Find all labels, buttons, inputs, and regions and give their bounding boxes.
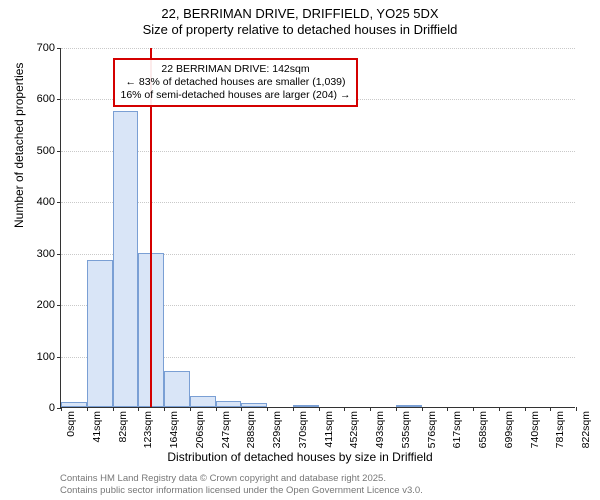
- y-tick-label: 0: [49, 402, 61, 414]
- y-axis-label: Number of detached properties: [12, 63, 26, 228]
- x-tick-label: 535sqm: [400, 411, 412, 448]
- footer-line2: Contains public sector information licen…: [60, 485, 423, 496]
- y-tick-label: 200: [37, 299, 61, 311]
- plot-inner: 01002003004005006007000sqm41sqm82sqm123s…: [60, 48, 575, 408]
- x-tick-label: 82sqm: [117, 411, 129, 443]
- annotation-line1: 22 BERRIMAN DRIVE: 142sqm: [121, 63, 351, 76]
- annotation-line2: ← 83% of detached houses are smaller (1,…: [121, 76, 351, 89]
- x-tick-mark: [344, 407, 345, 411]
- histogram-bar: [216, 401, 242, 407]
- x-tick-label: 164sqm: [168, 411, 180, 448]
- x-tick-label: 617sqm: [451, 411, 463, 448]
- x-tick-mark: [447, 407, 448, 411]
- footer-attribution: Contains HM Land Registry data © Crown c…: [60, 473, 423, 496]
- histogram-bar: [293, 405, 319, 407]
- x-tick-label: 123sqm: [142, 411, 154, 448]
- x-tick-label: 247sqm: [220, 411, 232, 448]
- y-tick-label: 300: [37, 248, 61, 260]
- x-tick-label: 781sqm: [554, 411, 566, 448]
- x-tick-mark: [370, 407, 371, 411]
- y-tick-label: 400: [37, 196, 61, 208]
- x-tick-label: 452sqm: [348, 411, 360, 448]
- x-tick-mark: [190, 407, 191, 411]
- chart-title-block: 22, BERRIMAN DRIVE, DRIFFIELD, YO25 5DX …: [0, 0, 600, 37]
- histogram-bar: [164, 371, 190, 407]
- x-tick-mark: [525, 407, 526, 411]
- x-tick-label: 206sqm: [194, 411, 206, 448]
- x-tick-mark: [267, 407, 268, 411]
- x-tick-label: 658sqm: [477, 411, 489, 448]
- x-tick-mark: [61, 407, 62, 411]
- plot-area: 01002003004005006007000sqm41sqm82sqm123s…: [60, 48, 575, 408]
- x-tick-mark: [241, 407, 242, 411]
- x-tick-mark: [576, 407, 577, 411]
- x-tick-label: 699sqm: [503, 411, 515, 448]
- gridline-h: [61, 48, 575, 49]
- x-tick-label: 740sqm: [529, 411, 541, 448]
- x-tick-mark: [396, 407, 397, 411]
- x-tick-mark: [550, 407, 551, 411]
- histogram-bar: [87, 260, 113, 407]
- x-tick-label: 329sqm: [271, 411, 283, 448]
- x-tick-label: 288sqm: [245, 411, 257, 448]
- chart-title-line1: 22, BERRIMAN DRIVE, DRIFFIELD, YO25 5DX: [0, 6, 600, 21]
- x-tick-label: 576sqm: [426, 411, 438, 448]
- x-tick-label: 411sqm: [323, 411, 335, 448]
- x-tick-label: 41sqm: [91, 411, 103, 443]
- x-tick-mark: [293, 407, 294, 411]
- x-tick-mark: [473, 407, 474, 411]
- histogram-bar: [241, 403, 267, 407]
- y-tick-label: 500: [37, 145, 61, 157]
- x-tick-mark: [319, 407, 320, 411]
- histogram-bar: [113, 111, 139, 407]
- x-tick-mark: [164, 407, 165, 411]
- x-axis-label: Distribution of detached houses by size …: [0, 450, 600, 464]
- x-tick-mark: [87, 407, 88, 411]
- histogram-bar: [61, 402, 87, 407]
- histogram-bar: [190, 396, 216, 407]
- y-tick-label: 700: [37, 42, 61, 54]
- x-tick-mark: [499, 407, 500, 411]
- x-tick-label: 370sqm: [297, 411, 309, 448]
- x-tick-label: 822sqm: [580, 411, 592, 448]
- annotation-box: 22 BERRIMAN DRIVE: 142sqm← 83% of detach…: [113, 58, 359, 107]
- x-tick-label: 493sqm: [374, 411, 386, 448]
- x-tick-mark: [422, 407, 423, 411]
- chart-title-line2: Size of property relative to detached ho…: [0, 22, 600, 37]
- footer-line1: Contains HM Land Registry data © Crown c…: [60, 473, 423, 484]
- y-tick-label: 100: [37, 351, 61, 363]
- histogram-bar: [396, 405, 422, 407]
- x-tick-mark: [138, 407, 139, 411]
- x-tick-label: 0sqm: [65, 411, 77, 437]
- annotation-line3: 16% of semi-detached houses are larger (…: [121, 89, 351, 102]
- y-tick-label: 600: [37, 93, 61, 105]
- x-tick-mark: [113, 407, 114, 411]
- x-tick-mark: [216, 407, 217, 411]
